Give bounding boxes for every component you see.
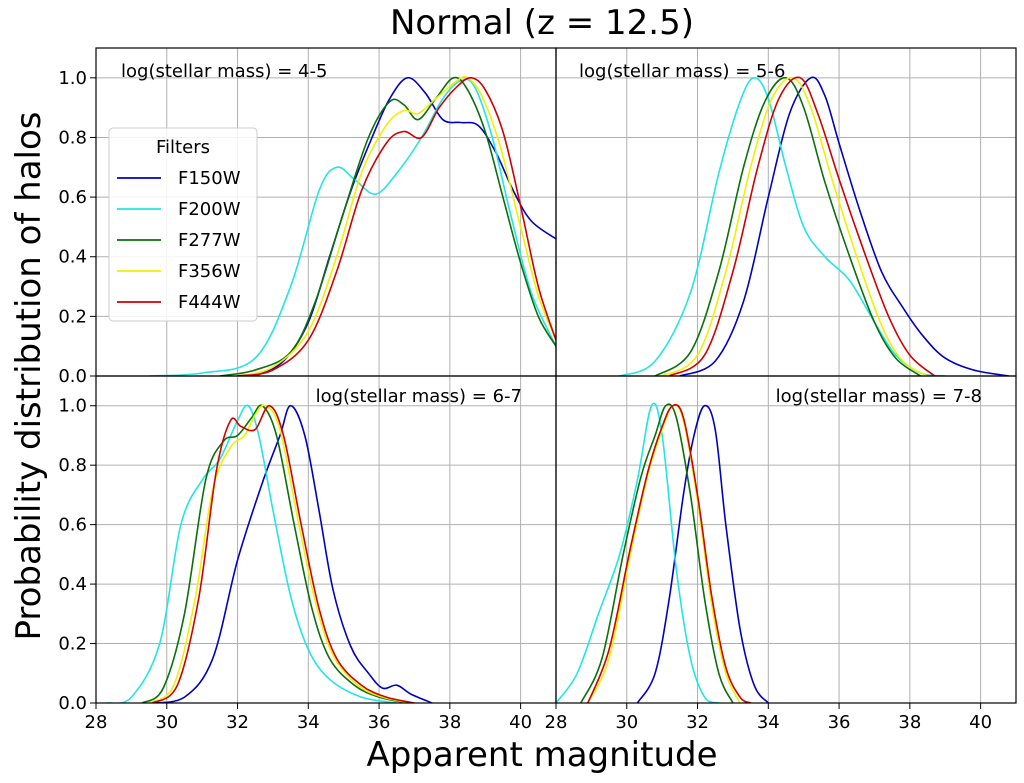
series-line-f444w — [237, 76, 556, 376]
x-tick-label: 32 — [226, 712, 249, 733]
series-line-f200w — [149, 78, 556, 376]
x-tick-label: 40 — [969, 712, 992, 733]
series-line-f150w — [679, 76, 1010, 376]
panel-frame — [555, 47, 1017, 377]
y-axis-label: Probability distribution of halos — [9, 111, 49, 640]
chart-title: Normal (z = 12.5) — [390, 3, 694, 43]
panel-label: log(stellar mass) = 7-8 — [776, 386, 982, 407]
y-tick-label: 0.0 — [58, 693, 87, 714]
series-line-f444w — [668, 76, 936, 376]
y-tick-label: 0.8 — [58, 127, 87, 148]
series-line-f356w — [237, 75, 556, 376]
y-tick-label: 0.8 — [58, 455, 87, 476]
x-axis-label: Apparent magnitude — [366, 735, 717, 775]
panel-1: log(stellar mass) = 4-5 0.0 0.2 0.4 0.6 0.8 1.… — [58, 47, 557, 387]
series-line-f200w — [106, 404, 397, 703]
y-tick-label: 0.0 — [58, 366, 87, 387]
series-line-f200w — [556, 402, 720, 703]
series-line-f150w — [636, 404, 769, 703]
panels-group: log(stellar mass) = 4-5 0.0 0.2 0.4 0.6 0.8 1.… — [58, 47, 1017, 733]
y-tick-label: 1.0 — [58, 68, 87, 89]
x-tick-label: 40 — [509, 712, 532, 733]
legend-box — [108, 127, 258, 322]
panel-frame — [555, 375, 1017, 704]
y-tick-label: 0.2 — [58, 634, 87, 655]
x-tick-label: 38 — [438, 712, 461, 733]
x-tick-label: 34 — [757, 712, 780, 733]
x-tick-label: 36 — [828, 712, 851, 733]
panel-label: log(stellar mass) = 4-5 — [121, 61, 327, 82]
y-tick-label: 1.0 — [58, 396, 87, 417]
panel-curves — [149, 75, 556, 376]
legend-title: Filters — [156, 137, 210, 158]
series-line-f356w — [148, 404, 412, 703]
y-tick-label: 0.6 — [58, 515, 87, 536]
y-tick-label: 0.6 — [58, 187, 87, 208]
y-tick-label: 0.2 — [58, 306, 87, 327]
panel-3: log(stellar mass) = 6-7 0.0 0.2 0.4 0.6 0.8 1.… — [58, 375, 557, 733]
panel-curves — [619, 76, 1010, 376]
legend-label-f200w: F200W — [178, 199, 241, 220]
x-tick-label: 34 — [297, 712, 320, 733]
series-line-f200w — [619, 77, 946, 376]
x-tick-label: 36 — [368, 712, 391, 733]
panel-4: log(stellar mass) = 7-8 28 30 32 34 36 38 40 — [545, 375, 1017, 733]
x-tick-label: 30 — [155, 712, 178, 733]
legend-label-f444w: F444W — [178, 292, 241, 313]
series-line-f277w — [654, 76, 921, 376]
legend-label-f356w: F356W — [178, 261, 241, 282]
x-tick-label: 28 — [85, 712, 108, 733]
panel-label: log(stellar mass) = 6-7 — [316, 386, 522, 407]
panel-curves — [106, 404, 433, 703]
y-tick-label: 0.4 — [58, 574, 87, 595]
legend: Filters F150W F200W F277W F356W F444W — [108, 127, 258, 322]
panel-label: log(stellar mass) = 5-6 — [579, 61, 785, 82]
legend-label-f150w: F150W — [178, 168, 241, 189]
series-line-f277w — [219, 76, 556, 376]
x-tick-label: 28 — [545, 712, 568, 733]
panel-curves — [556, 402, 769, 703]
panel-frame — [95, 375, 557, 704]
x-tick-label: 30 — [615, 712, 638, 733]
x-tick-label: 32 — [686, 712, 709, 733]
legend-label-f277w: F277W — [178, 230, 241, 251]
series-line-f444w — [587, 404, 751, 703]
series-line-f356w — [661, 76, 928, 376]
y-tick-label: 0.4 — [58, 247, 87, 268]
x-tick-label: 38 — [898, 712, 921, 733]
series-line-f150w — [148, 404, 433, 703]
series-line-f444w — [152, 404, 415, 703]
series-line-f277w — [580, 403, 734, 703]
panel-2: log(stellar mass) = 5-6 — [555, 47, 1017, 377]
